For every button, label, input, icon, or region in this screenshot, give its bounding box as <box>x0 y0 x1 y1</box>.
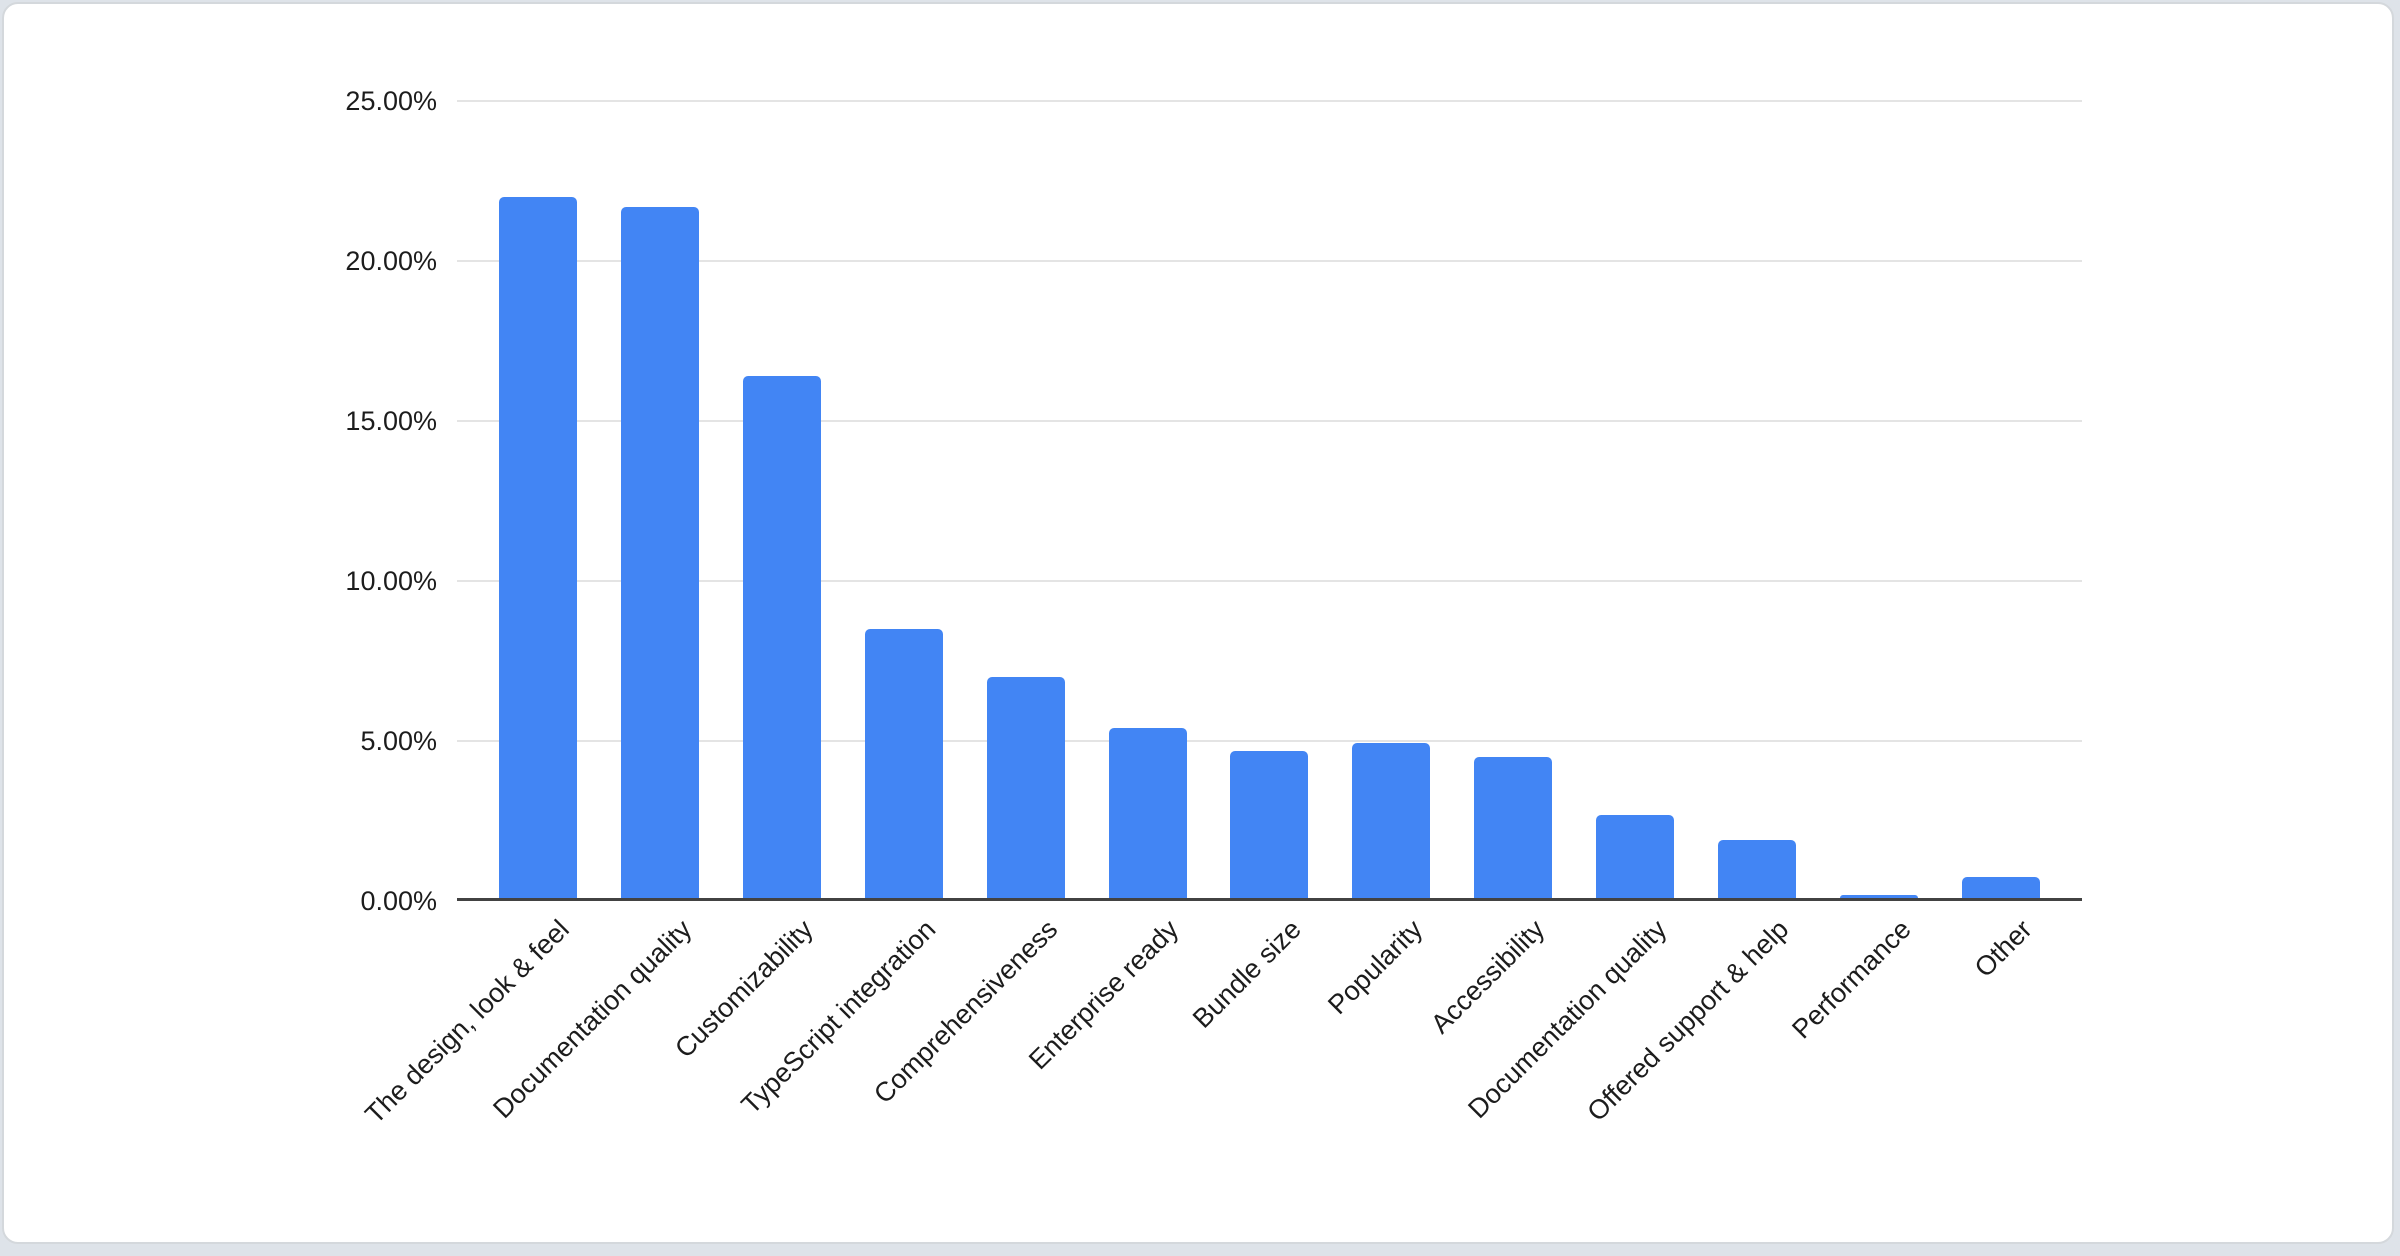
bar-enterprise-ready-6 <box>1108 728 1187 898</box>
gridline-15 <box>457 420 2082 422</box>
bar-group-typescript-integration-4: TypeScript integration <box>735 101 965 1120</box>
bar-documentation-quality-10 <box>1596 814 1675 898</box>
bar-group-comprehensiveness-5: Comprehensiveness <box>868 101 1087 1109</box>
bar-group-documentation-quality-2: Documentation quality <box>487 101 721 1124</box>
bar-chart: The design, look & feel Documentation qua… <box>345 86 2082 1129</box>
bar-offered-support-help-11 <box>1718 840 1797 898</box>
bar-typescript-integration-4 <box>864 629 943 898</box>
x-axis-label-documentation-quality-10: Documentation quality <box>1462 914 1673 1125</box>
gridline-10 <box>457 580 2082 582</box>
bar-documentation-quality-2 <box>620 206 699 898</box>
bar-group-accessibility-9: Accessibility <box>1425 101 1574 1039</box>
bar-group-customizability-3: Customizability <box>669 101 843 1064</box>
y-axis-label-25: 25.00% <box>345 86 437 116</box>
gridline-25 <box>457 100 2082 102</box>
x-axis-label-performance-12: Performance <box>1785 914 1917 1045</box>
bar-performance-12 <box>1840 894 1919 898</box>
x-axis-label-other-13: Other <box>1969 914 2039 983</box>
bar-group-other-13: Other <box>1940 101 2062 983</box>
x-axis-label-the-design-look-feel-1: The design, look & feel <box>359 914 576 1130</box>
bar-group-the-design-look-feel-1: The design, look & feel <box>360 101 599 1129</box>
x-axis-line <box>457 898 2082 901</box>
bar-group-bundle-size-7: Bundle size <box>1187 101 1331 1034</box>
bar-the-design-look-feel-1 <box>498 197 577 898</box>
y-axis-label-5: 5.00% <box>360 726 437 756</box>
y-axis-label-15: 15.00% <box>345 406 437 436</box>
bar-group-popularity-8: Popularity <box>1322 101 1452 1020</box>
bar-comprehensiveness-5 <box>986 677 1065 898</box>
bar-other-13 <box>1962 877 2041 898</box>
gridline-5 <box>457 740 2082 742</box>
bar-customizability-3 <box>742 376 821 898</box>
bar-group-enterprise-ready-6: Enterprise ready <box>1023 101 1209 1075</box>
bar-group-offered-support-help-11: Offered support & help <box>1581 101 1818 1127</box>
x-axis-label-accessibility-9: Accessibility <box>1425 914 1551 1040</box>
x-axis-label-bundle-size-7: Bundle size <box>1186 914 1307 1034</box>
bar-group-documentation-quality-10: Documentation quality <box>1462 101 1696 1124</box>
x-axis-label-documentation-quality-2: Documentation quality <box>486 914 698 1125</box>
y-axis-label-20: 20.00% <box>345 246 437 276</box>
bar-bundle-size-7 <box>1230 750 1309 898</box>
gridline-20 <box>457 260 2082 262</box>
bar-series: The design, look & feel Documentation qua… <box>360 101 2062 1129</box>
x-axis-label-offered-support-help-11: Offered support & help <box>1581 914 1795 1127</box>
bar-group-performance-12: Performance <box>1786 101 1940 1045</box>
y-axis-label-10: 10.00% <box>345 566 437 596</box>
x-axis-label-popularity-8: Popularity <box>1322 914 1429 1021</box>
bar-popularity-8 <box>1352 742 1431 898</box>
y-axis-label-0: 0.00% <box>360 886 437 916</box>
bar-accessibility-9 <box>1474 757 1553 898</box>
